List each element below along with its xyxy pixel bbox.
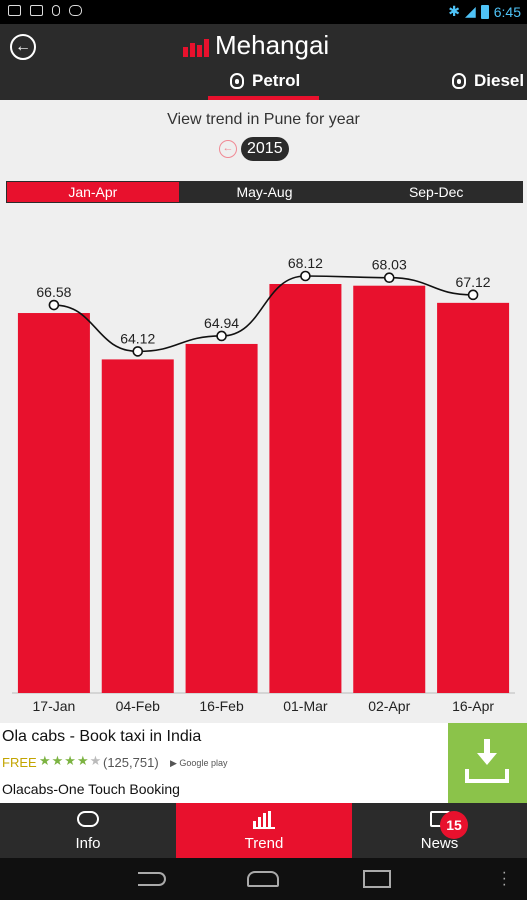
- year-selector: ← 2015: [219, 137, 289, 161]
- nav-news-label: News: [420, 835, 459, 852]
- x-tick-label: 17-Jan: [33, 698, 76, 714]
- active-tab-indicator: [208, 96, 319, 100]
- nav-news[interactable]: News: [352, 803, 527, 858]
- year-value[interactable]: 2015: [241, 137, 289, 161]
- signal-icon: ◢: [464, 3, 476, 19]
- trend-point: [48, 299, 60, 311]
- period-may-aug[interactable]: May-Aug: [178, 182, 351, 202]
- value-label: 64.12: [120, 330, 155, 346]
- bar-16-Feb: [185, 343, 258, 693]
- bar-chart-logo-icon: [183, 35, 209, 57]
- app-title-text: Mehangai: [215, 30, 330, 60]
- tab-petrol-label: Petrol: [252, 71, 301, 90]
- trend-point: [300, 270, 311, 282]
- download-icon: [476, 739, 498, 769]
- x-tick-label: 02-Apr: [368, 698, 410, 714]
- google-play-badge: ▶ Google play: [170, 758, 228, 768]
- clock: 6:45: [493, 3, 521, 20]
- period-selector: Jan-Apr May-Aug Sep-Dec: [6, 181, 523, 203]
- ad-download-button[interactable]: [448, 723, 527, 803]
- fuel-tabs: Petrol Diesel: [0, 69, 527, 100]
- ad-rating-stars: ★★★★★: [39, 753, 103, 768]
- google-play-label: Google play: [179, 758, 228, 768]
- notification-icons: [8, 5, 82, 16]
- tab-diesel-label: Diesel: [474, 71, 525, 90]
- fuel-drop-icon: [230, 73, 244, 89]
- fuel-drop-icon: [452, 73, 466, 89]
- bar-17-Jan: [17, 313, 90, 693]
- value-label: 64.94: [204, 315, 239, 331]
- message-icon: [30, 5, 43, 16]
- trend-point: [383, 272, 395, 283]
- trend-label: View trend in Pune for year: [167, 111, 360, 128]
- cloud-info-icon: [77, 811, 99, 827]
- tab-diesel[interactable]: Diesel: [452, 71, 524, 91]
- news-count-badge: 15: [440, 811, 468, 839]
- bar-01-Mar: [269, 284, 342, 693]
- back-button[interactable]: ←: [10, 34, 36, 60]
- previous-year-button[interactable]: ←: [219, 140, 237, 158]
- system-navigation-bar: · · ·: [0, 858, 527, 900]
- overflow-menu-icon[interactable]: · · ·: [501, 864, 507, 893]
- value-label: 68.03: [372, 257, 407, 273]
- status-bar: ✱ ◢ 6:45: [0, 0, 527, 24]
- value-label: 68.12: [288, 255, 323, 271]
- usb-icon: [52, 5, 60, 16]
- period-sep-dec[interactable]: Sep-Dec: [350, 182, 523, 202]
- period-jan-apr[interactable]: Jan-Apr: [7, 182, 179, 202]
- battery-icon: [480, 4, 489, 19]
- bluetooth-icon: ✱: [448, 3, 460, 19]
- ad-stars-filled: ★★★★: [39, 753, 90, 768]
- system-recents-icon[interactable]: [363, 870, 391, 888]
- tab-petrol[interactable]: Petrol: [230, 71, 300, 91]
- app-header: ← Mehangai Petrol Diesel: [0, 24, 527, 100]
- left-arrow-icon: ←: [222, 142, 234, 154]
- ad-banner[interactable]: Ola cabs - Book taxi in India FREE ★★★★★…: [0, 723, 527, 803]
- image-icon: [8, 5, 21, 16]
- nav-trend[interactable]: Trend: [176, 803, 352, 858]
- system-home-icon[interactable]: [247, 871, 279, 887]
- x-tick-label: 01-Mar: [283, 698, 328, 714]
- bar-04-Feb: [101, 359, 174, 693]
- bar-02-Apr: [353, 285, 426, 693]
- bottom-navigation: Info Trend News 15: [0, 803, 527, 858]
- value-label: 67.12: [456, 274, 491, 290]
- bar-16-Apr: [437, 302, 510, 693]
- ad-subtitle: Olacabs-One Touch Booking: [2, 781, 180, 797]
- trend-point: [467, 289, 479, 301]
- app-title: Mehangai: [183, 30, 329, 61]
- x-tick-label: 16-Feb: [199, 698, 244, 714]
- trend-point: [132, 346, 144, 357]
- nav-trend-label: Trend: [244, 835, 284, 852]
- value-label: 66.58: [36, 284, 71, 300]
- nav-info[interactable]: Info: [0, 803, 176, 858]
- ad-title: Ola cabs - Book taxi in India: [2, 728, 202, 745]
- trend-point: [216, 330, 227, 342]
- system-icons: ✱ ◢ 6:45: [448, 3, 521, 20]
- system-back-icon[interactable]: [138, 872, 166, 886]
- x-tick-label: 16-Apr: [452, 698, 494, 714]
- gamepad-icon: [69, 5, 82, 16]
- nav-info-label: Info: [75, 835, 101, 852]
- trend-line: [53, 275, 474, 353]
- ad-price: FREE: [2, 755, 37, 770]
- price-trend-chart: 66.58 17-Jan 64.12 04-Feb 64.94 16-Feb 68.12 01…: [12, 255, 515, 714]
- bar-chart-icon: [253, 811, 275, 829]
- ad-review-count: (125,751): [103, 755, 159, 770]
- back-arrow-icon: ←: [15, 38, 31, 55]
- x-tick-label: 04-Feb: [116, 698, 161, 714]
- download-tray-icon: [465, 769, 509, 783]
